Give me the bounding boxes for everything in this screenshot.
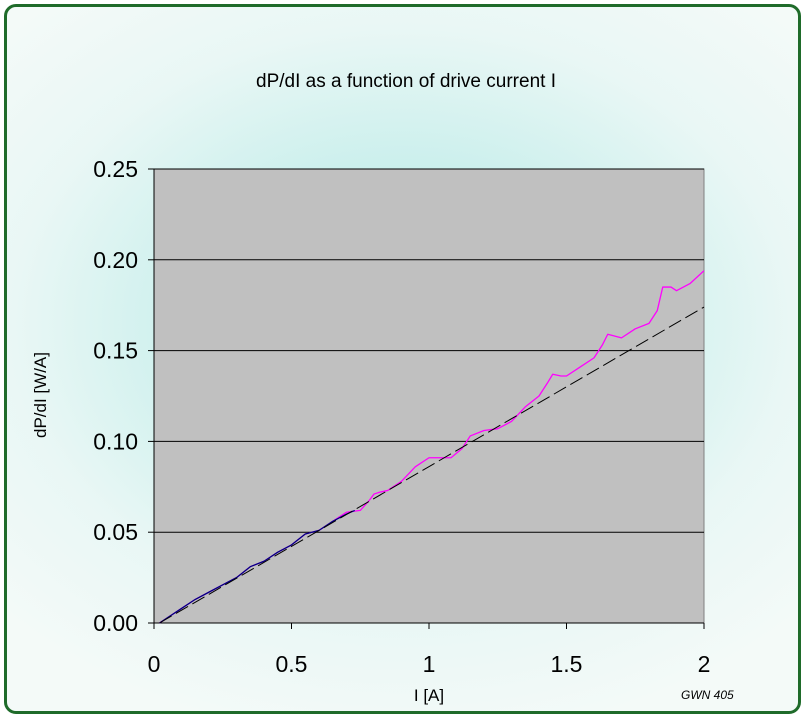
chart-annotation: GWN 405 bbox=[681, 688, 734, 702]
y-tick-label: 0.25 bbox=[93, 156, 138, 182]
series-line-2 bbox=[159, 509, 356, 624]
plot-area bbox=[153, 168, 705, 624]
x-tick-label: 0.5 bbox=[276, 651, 308, 677]
series-layer bbox=[159, 270, 705, 624]
y-tick-label: 0.20 bbox=[93, 247, 138, 273]
x-axis-title: I [A] bbox=[414, 686, 444, 705]
y-tick-label: 0.10 bbox=[93, 428, 138, 454]
series-line-3 bbox=[159, 306, 705, 624]
x-tick-label: 2 bbox=[698, 651, 711, 677]
x-tick-label: 1 bbox=[423, 651, 436, 677]
y-tick-label: 0.05 bbox=[93, 519, 138, 545]
y-axis-title: dP/dI [W/A] bbox=[31, 352, 50, 438]
chart-title: dP/dI as a function of drive current I bbox=[256, 71, 556, 92]
y-tick-label: 0.15 bbox=[93, 338, 138, 364]
chart-frame: 0.00 0.05 0.10 0.15 0.20 0.25 0 0.5 1 1.5 2 dP/dI… bbox=[4, 4, 801, 714]
x-axis-ticks: 0 0.5 1 1.5 2 bbox=[148, 623, 711, 677]
chart: 0.00 0.05 0.10 0.15 0.20 0.25 0 0.5 1 1.5 2 dP/dI… bbox=[31, 71, 734, 705]
y-tick-label: 0.00 bbox=[93, 610, 138, 636]
y-axis-ticks: 0.00 0.05 0.10 0.15 0.20 0.25 bbox=[93, 156, 154, 636]
x-tick-label: 1.5 bbox=[551, 651, 583, 677]
x-tick-label: 0 bbox=[148, 651, 161, 677]
